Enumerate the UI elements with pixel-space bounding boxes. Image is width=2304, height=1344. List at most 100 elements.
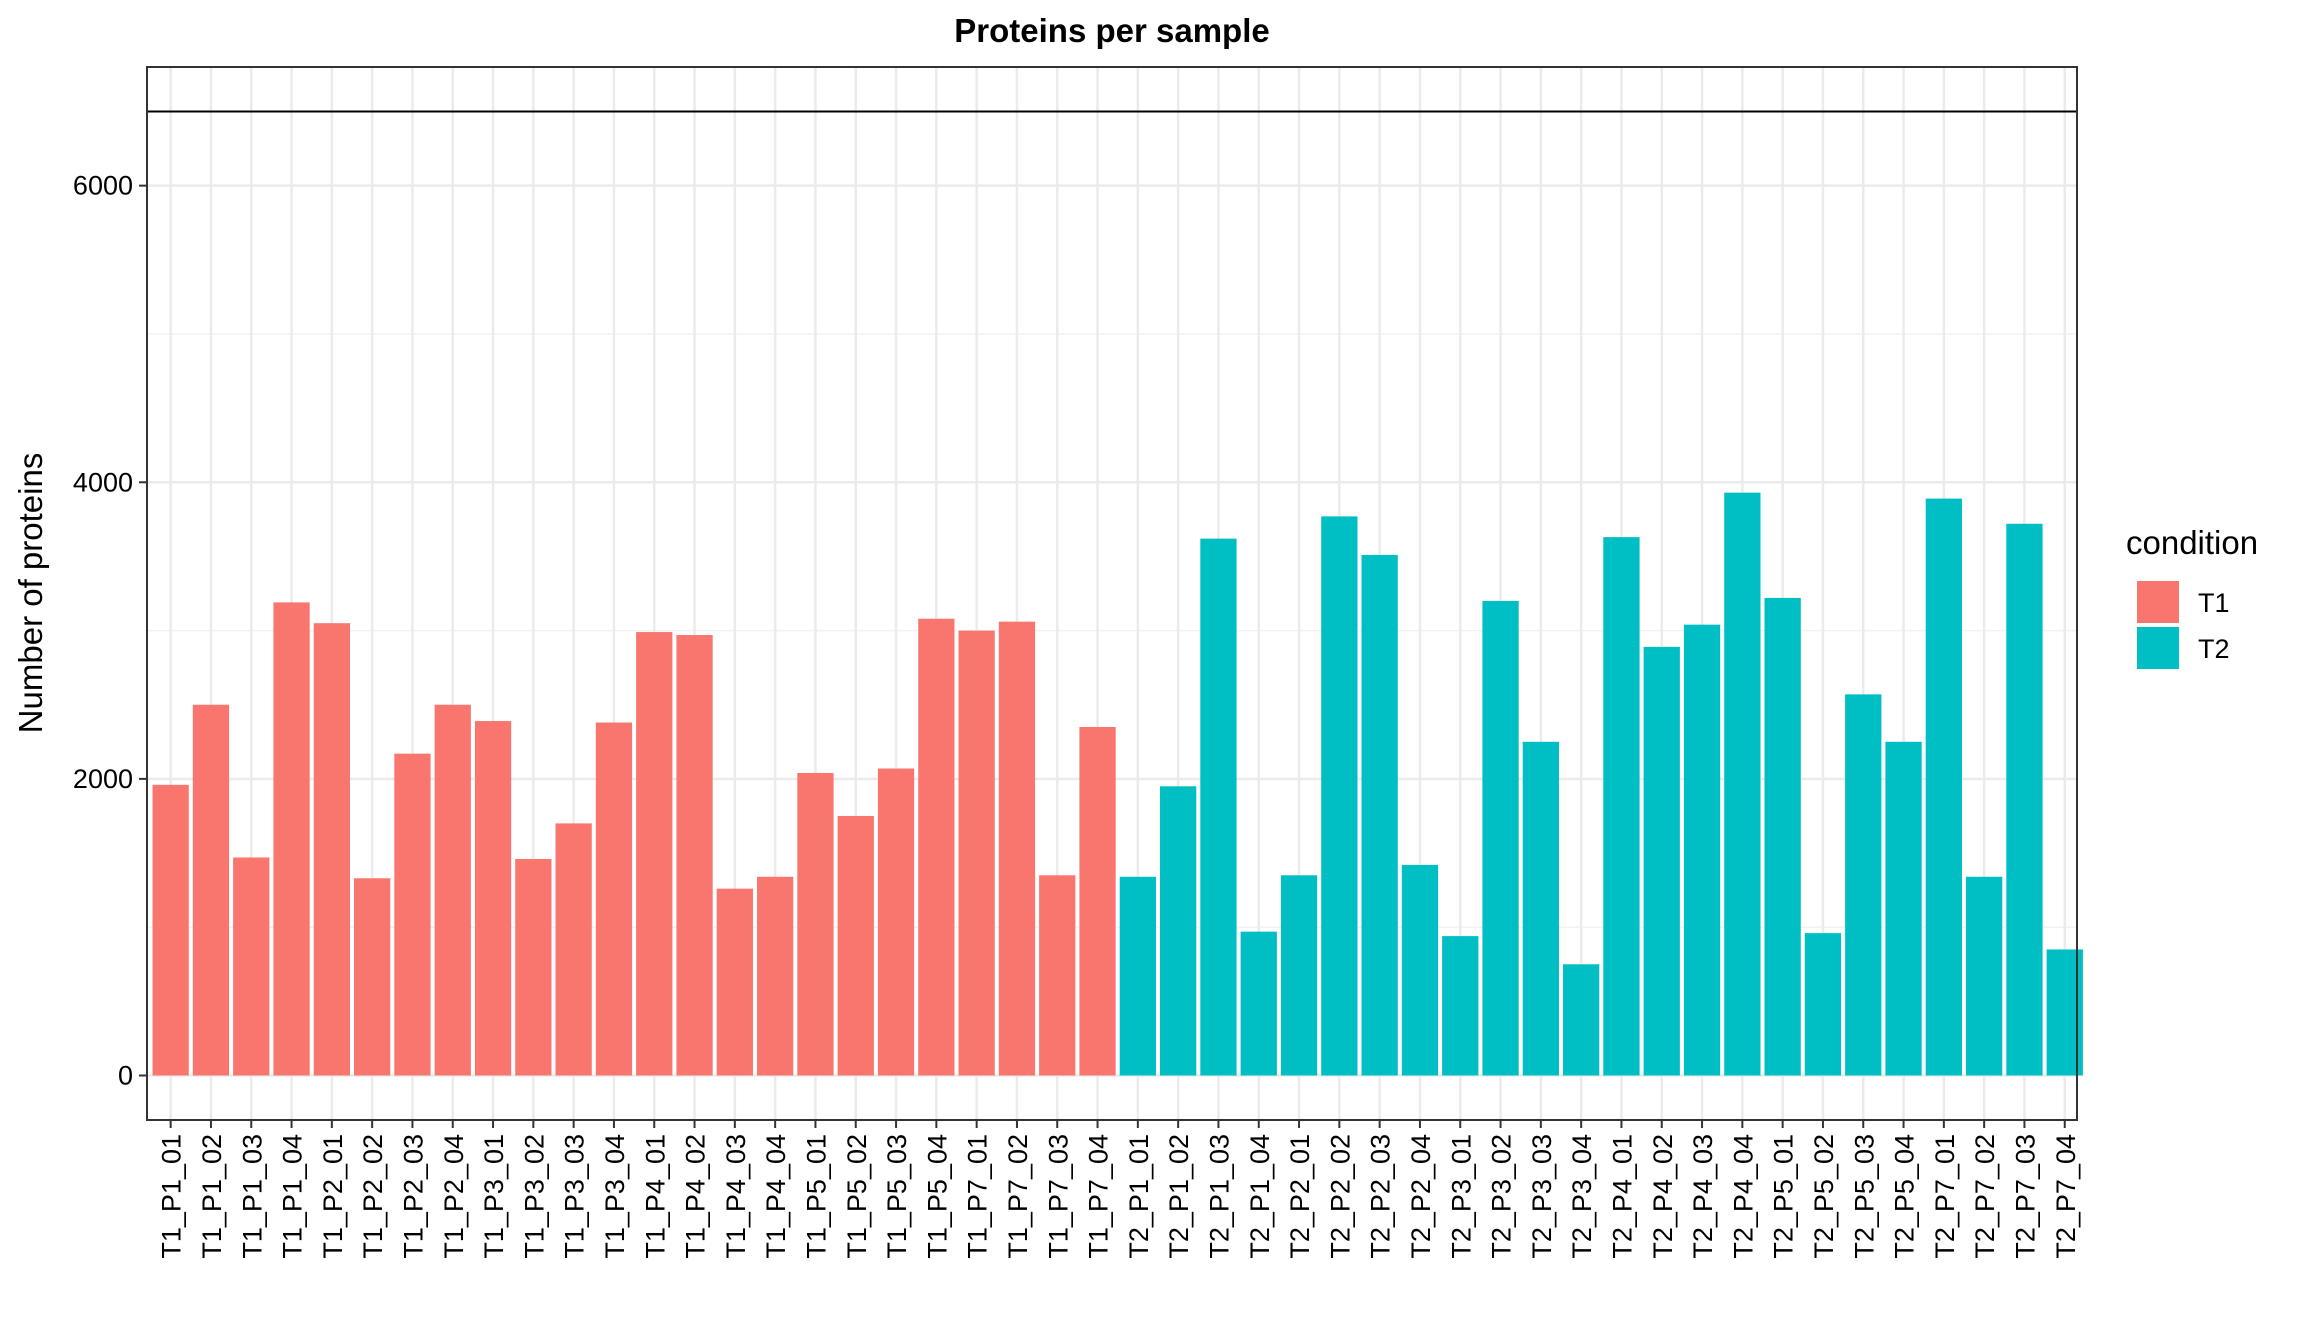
x-tick-label: T2_P5_01 (1769, 1134, 1799, 1259)
x-tick-label: T2_P4_01 (1607, 1134, 1637, 1259)
legend-label-t2: T2 (2198, 634, 2230, 664)
bar-t2-p3-01 (1442, 936, 1479, 1076)
x-tick-label: T1_P7_03 (1043, 1134, 1073, 1259)
bar-t2-p4-02 (1643, 646, 1680, 1076)
y-axis-title: Number of proteins (12, 453, 49, 734)
bar-t1-p4-03 (716, 888, 753, 1076)
x-tick-label: T1_P4_04 (761, 1134, 791, 1259)
x-tick-label: T1_P7_02 (1003, 1134, 1033, 1259)
bar-t2-p3-02 (1482, 600, 1519, 1076)
x-axis: T1_P1_01 T1_P1_02 T1_P1_03 T1_P1_04 T1_P2_01… (157, 1120, 2081, 1259)
bar-t2-p5-01 (1764, 597, 1801, 1076)
bar-t2-p7-03 (2006, 523, 2043, 1076)
x-tick-label: T2_P2_04 (1406, 1134, 1436, 1259)
bar-t1-p4-04 (757, 876, 794, 1076)
legend-key-t2 (2137, 627, 2179, 669)
x-tick-label: T2_P1_03 (1204, 1134, 1234, 1259)
legend-label-t1: T1 (2198, 588, 2230, 618)
bar-t1-p4-02 (676, 635, 713, 1076)
x-tick-label: T2_P5_04 (1890, 1134, 1920, 1259)
bar-t1-p2-01 (313, 623, 350, 1076)
x-tick-label: T2_P4_03 (1688, 1134, 1718, 1259)
y-axis: 0 2000 4000 6000 (73, 171, 147, 1091)
x-tick-label: T2_P3_04 (1567, 1134, 1597, 1259)
bar-t1-p2-02 (354, 878, 391, 1076)
bar-t1-p5-04 (918, 618, 955, 1076)
x-tick-label: T1_P1_03 (237, 1134, 267, 1259)
x-tick-label: T1_P5_02 (842, 1134, 872, 1259)
bar-t1-p7-02 (998, 621, 1036, 1076)
x-tick-label: T1_P1_02 (197, 1134, 227, 1259)
legend-title: condition (2126, 524, 2258, 561)
bar-t1-p4-01 (636, 632, 673, 1076)
bar-t2-p1-03 (1200, 538, 1237, 1076)
x-tick-label: T2_P7_01 (1930, 1134, 1960, 1259)
x-tick-label: T2_P7_02 (1970, 1134, 2000, 1259)
x-tick-label: T2_P1_02 (1164, 1134, 1194, 1259)
bar-t1-p5-02 (837, 815, 874, 1076)
x-tick-label: T1_P3_01 (479, 1134, 509, 1259)
bar-t2-p4-03 (1683, 624, 1721, 1076)
bar-t2-p2-01 (1280, 875, 1318, 1076)
bar-t1-p3-03 (555, 823, 592, 1076)
x-tick-label: T1_P3_02 (519, 1134, 549, 1259)
bar-t2-p2-02 (1321, 516, 1358, 1076)
bar-t1-p2-03 (394, 753, 431, 1076)
bar-t2-p7-02 (1966, 876, 2003, 1076)
bar-t2-p3-04 (1563, 964, 1600, 1076)
x-tick-label: T2_P7_04 (2051, 1134, 2081, 1259)
bar-t1-p1-03 (233, 857, 270, 1076)
bar-t2-p1-04 (1240, 931, 1277, 1076)
x-tick-label: T1_P5_01 (801, 1134, 831, 1259)
x-tick-label: T1_P3_03 (560, 1134, 590, 1259)
x-tick-label: T1_P1_04 (278, 1134, 308, 1259)
bar-t2-p4-01 (1603, 537, 1640, 1076)
bar-t1-p1-02 (192, 704, 230, 1076)
x-tick-label: T2_P7_03 (2010, 1134, 2040, 1259)
x-tick-label: T1_P5_04 (922, 1134, 952, 1259)
bar-t1-p7-01 (958, 630, 995, 1076)
bar-t2-p5-03 (1845, 694, 1882, 1076)
x-tick-label: T2_P2_03 (1366, 1134, 1396, 1259)
x-tick-label: T2_P2_01 (1285, 1134, 1315, 1259)
x-tick-label: T1_P2_04 (439, 1134, 469, 1259)
legend-key-t1 (2137, 581, 2179, 623)
bar-t2-p4-04 (1724, 492, 1761, 1076)
x-tick-label: T1_P7_01 (963, 1134, 993, 1259)
x-tick-label: T1_P7_04 (1084, 1134, 1114, 1259)
x-tick-label: T1_P2_03 (398, 1134, 428, 1259)
x-tick-label: T2_P2_02 (1325, 1134, 1355, 1259)
x-tick-label: T2_P5_03 (1849, 1134, 1879, 1259)
x-tick-label: T1_P4_03 (721, 1134, 751, 1259)
bar-t1-p3-02 (515, 858, 552, 1076)
x-tick-label: T2_P4_04 (1728, 1134, 1758, 1259)
x-tick-label: T2_P3_01 (1446, 1134, 1476, 1259)
bar-t1-p7-04 (1079, 726, 1116, 1076)
bar-t1-p3-01 (474, 721, 512, 1076)
x-tick-label: T2_P1_04 (1245, 1134, 1275, 1259)
bar-t1-p7-03 (1039, 875, 1076, 1076)
x-tick-label: T1_P4_02 (681, 1134, 711, 1259)
x-tick-label: T1_P2_01 (318, 1134, 348, 1259)
bar-t1-p1-04 (273, 602, 310, 1076)
x-tick-label: T1_P3_04 (600, 1134, 630, 1259)
x-tick-label: T2_P5_02 (1809, 1134, 1839, 1259)
x-tick-label: T1_P2_02 (358, 1134, 388, 1259)
x-tick-label: T1_P4_01 (640, 1134, 670, 1259)
x-tick-label: T2_P3_02 (1487, 1134, 1517, 1259)
x-tick-label: T1_P1_01 (157, 1134, 187, 1259)
bar-t1-p5-03 (877, 768, 915, 1076)
bar-t2-p7-01 (1925, 498, 1962, 1076)
x-tick-label: T2_P1_01 (1124, 1134, 1154, 1259)
x-tick-label: T2_P4_02 (1648, 1134, 1678, 1259)
y-tick-label: 4000 (73, 467, 133, 497)
bar-t2-p3-03 (1522, 741, 1559, 1076)
x-tick-label: T2_P3_03 (1527, 1134, 1557, 1259)
bar-t1-p2-04 (434, 704, 471, 1076)
plot-panel-border (146, 66, 2078, 1121)
y-tick-label: 0 (118, 1061, 133, 1091)
y-tick-label: 6000 (73, 171, 133, 201)
bar-t2-p2-03 (1361, 554, 1398, 1076)
bar-t1-p3-04 (595, 722, 633, 1076)
